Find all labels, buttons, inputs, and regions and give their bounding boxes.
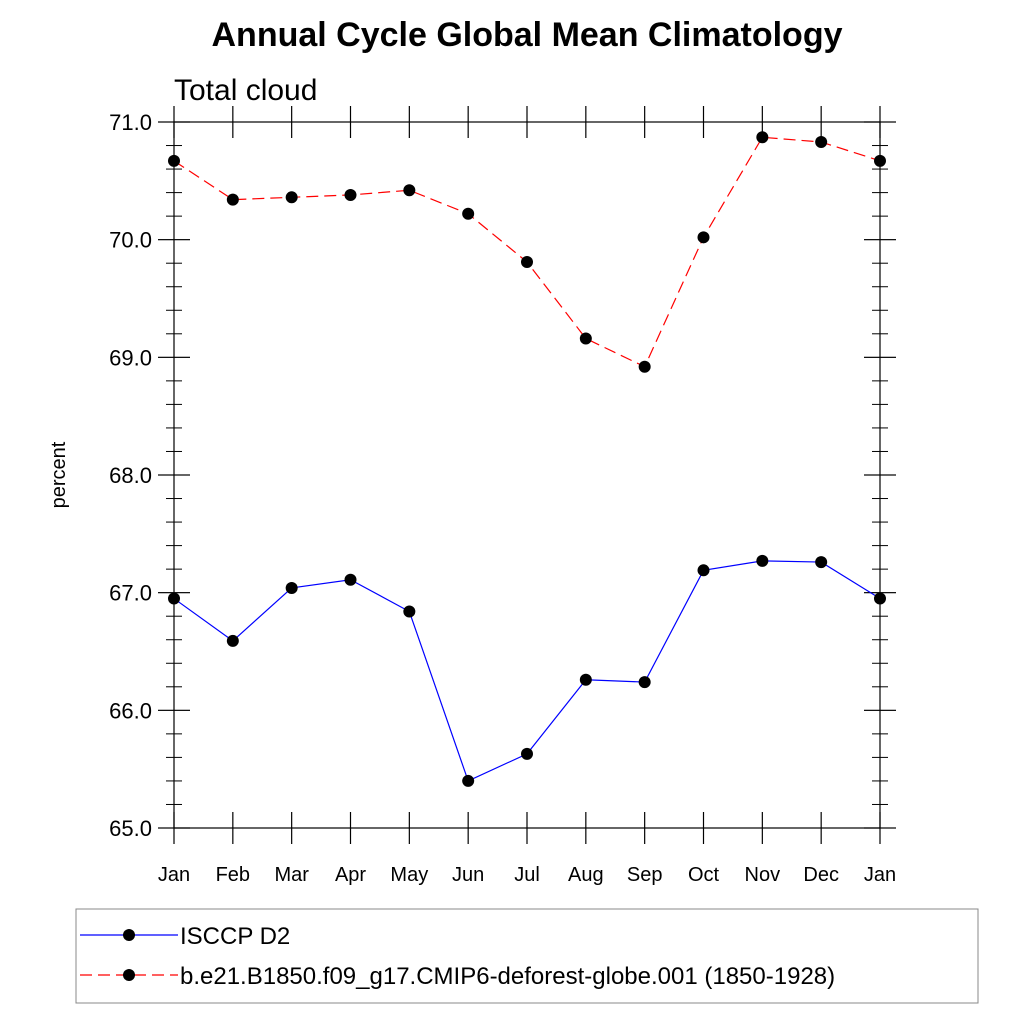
x-tick-label: Feb — [216, 864, 250, 886]
data-point — [697, 231, 710, 244]
x-tick-label: May — [390, 864, 428, 886]
data-point — [344, 188, 357, 201]
data-point — [638, 676, 651, 689]
y-axis-label: percent — [48, 441, 70, 508]
x-tick-label: Mar — [274, 864, 309, 886]
legend-marker — [123, 929, 135, 941]
data-point — [285, 581, 298, 594]
series-group — [168, 131, 886, 787]
data-point — [168, 592, 180, 605]
plot-frame — [173, 121, 881, 829]
chart-subtitle: Total cloud — [174, 74, 317, 107]
x-tick-label: Sep — [627, 864, 663, 886]
data-point — [815, 556, 828, 569]
data-point — [168, 154, 180, 167]
series-line — [173, 136, 881, 368]
y-tick-label: 68.0 — [109, 463, 152, 488]
x-tick-label: Jan — [864, 864, 896, 886]
data-point — [285, 191, 298, 204]
legend-box — [75, 908, 979, 1004]
x-tick-label: Oct — [688, 864, 720, 886]
x-tick-label: Jul — [514, 864, 540, 886]
y-tick-label: 70.0 — [109, 228, 152, 253]
data-point — [344, 573, 357, 586]
legend-marker — [123, 969, 135, 981]
data-point — [462, 774, 475, 787]
data-point — [521, 256, 533, 269]
data-point — [226, 193, 239, 206]
data-point — [815, 136, 828, 149]
y-tick-label: 71.0 — [109, 110, 152, 135]
x-tick-label: Jun — [452, 864, 484, 886]
y-tick-label: 67.0 — [109, 581, 152, 606]
x-tick-label: Jan — [158, 864, 190, 886]
x-tick-label: Dec — [803, 864, 839, 886]
x-tick-label: Nov — [745, 864, 781, 886]
data-point — [403, 184, 416, 197]
x-tick-label: Aug — [568, 864, 604, 886]
data-point — [638, 360, 651, 373]
x-tick-labels: Jan Feb Mar Apr May Jun Jul Aug Sep Oct Nov Dec Jan — [158, 864, 896, 886]
axis-ticks — [158, 106, 896, 844]
y-tick-label: 65.0 — [109, 816, 152, 841]
data-point — [462, 207, 475, 220]
data-point — [579, 332, 592, 345]
legend-label: ISCCP D2 — [180, 923, 290, 950]
data-point — [756, 131, 769, 144]
data-point — [579, 673, 592, 686]
data-point — [697, 564, 710, 577]
y-tick-label: 66.0 — [109, 698, 152, 723]
x-tick-label: Apr — [335, 864, 366, 886]
legend: ISCCP D2 b.e21.B1850.f09_g17.CMIP6-defore… — [80, 923, 835, 990]
y-tick-labels: 65.0 66.0 67.0 68.0 69.0 70.0 71.0 — [109, 110, 152, 841]
data-point — [226, 634, 239, 647]
data-point — [874, 154, 886, 167]
legend-label: b.e21.B1850.f09_g17.CMIP6-deforest-globe… — [180, 963, 835, 990]
chart-title: Annual Cycle Global Mean Climatology — [212, 16, 843, 54]
y-tick-label: 69.0 — [109, 345, 152, 370]
data-point — [403, 605, 416, 618]
data-point — [756, 554, 769, 567]
data-point — [874, 592, 886, 605]
data-point — [521, 747, 533, 760]
